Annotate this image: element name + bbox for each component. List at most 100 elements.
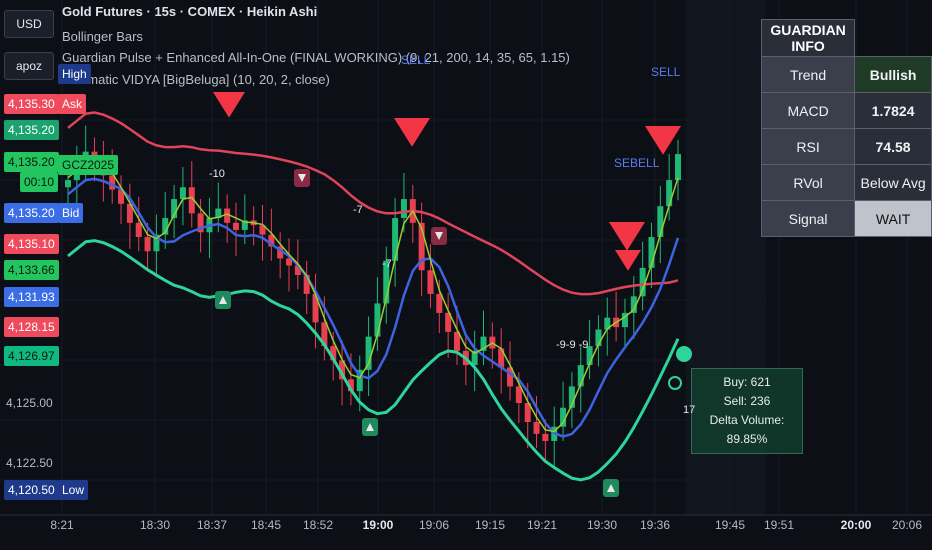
sell-signal-triangle (645, 126, 681, 155)
candle-body (65, 180, 71, 188)
candle-body (542, 433, 549, 441)
candle-body (188, 187, 195, 214)
x-tick-label: 18:52 (302, 518, 334, 532)
x-tick-label: 19:21 (526, 518, 558, 532)
sell-signal-triangle (615, 250, 641, 271)
ema-200-line (67, 111, 679, 296)
candle-body (286, 258, 293, 266)
table-row: Trend Bullish (760, 56, 932, 93)
sell-label-1: SELL (401, 53, 431, 67)
candle-body (524, 403, 531, 422)
x-tick-label: 19:36 (639, 518, 671, 532)
rsi-value: 74.58 (854, 128, 932, 165)
y-tick-2: 4,122.50 (6, 456, 53, 470)
ema-21-line (67, 177, 680, 438)
candle-body (595, 329, 602, 347)
x-tick-label: 18:45 (250, 518, 282, 532)
mode-button[interactable]: apoz (4, 52, 54, 80)
candle-body (294, 265, 301, 275)
candle-body (586, 346, 593, 366)
sell-signal-box (431, 227, 447, 245)
vidya-line (67, 239, 680, 482)
currency-button[interactable]: USD (4, 10, 54, 38)
y-tick-1: 4,125.00 (6, 396, 53, 410)
candle-body (374, 303, 381, 337)
candle-body (560, 407, 567, 427)
candle-body (153, 234, 160, 252)
candle-body (418, 222, 425, 271)
candle-body (179, 187, 186, 200)
candle-body (224, 208, 231, 223)
candle-body (303, 274, 310, 294)
candle-body (126, 203, 133, 223)
low-label: Low (58, 480, 89, 500)
x-tick-label: 19:51 (763, 518, 795, 532)
indicator-guardian[interactable]: Guardian Pulse + Enhanced All-In-One (FI… (62, 50, 570, 65)
candle-body (480, 336, 487, 351)
sell-volume: Sell: 236 (723, 394, 771, 408)
candle-body (577, 365, 584, 387)
price-label-3: 4,135.20 (4, 152, 59, 172)
price-label-2: 4,135.20 (4, 120, 59, 140)
x-tick-label: 19:45 (714, 518, 746, 532)
candle-body (356, 369, 363, 392)
candle-body (533, 422, 540, 434)
delta-volume: Delta Volume: 89.85% (709, 413, 785, 446)
x-tick-label: 19:15 (474, 518, 506, 532)
delta-annot-5: 17 (683, 404, 696, 416)
candle-body (498, 348, 505, 368)
indicator-vidya[interactable]: Volumatic VIDYA [BigBeluga] (10, 20, 2, … (62, 72, 330, 87)
candle-body (339, 360, 346, 380)
delta-annot-3: -7 (382, 258, 392, 270)
buy-signal-box (362, 418, 378, 436)
candle-body (445, 312, 452, 332)
guardian-info-table: GUARDIAN INFO Trend Bullish MACD 1.7824 RS… (760, 19, 932, 237)
candle-body (436, 293, 443, 313)
price-label-1: 4,135.30 (4, 94, 59, 114)
candle-body (321, 322, 328, 347)
x-tick-label: 18:37 (196, 518, 228, 532)
candle-body (144, 237, 151, 252)
delta-annot-4: -9-9 -9 (556, 339, 589, 351)
candle-body (330, 346, 337, 361)
candle-body (383, 260, 390, 304)
price-label-10: 4,126.97 (4, 346, 59, 366)
candle-body (621, 312, 628, 328)
x-tick-label: 19:30 (586, 518, 618, 532)
price-label-9: 4,128.15 (4, 317, 59, 337)
price-label-low: 4,120.50 (4, 480, 59, 500)
candle-body (630, 296, 637, 313)
candle-body (471, 350, 478, 366)
candle-body (109, 175, 116, 190)
candle-body (639, 267, 646, 297)
indicator-bollinger[interactable]: Bollinger Bars (62, 29, 143, 44)
table-row: MACD 1.7824 (760, 92, 932, 129)
candle-body (657, 206, 664, 238)
bid-label: Bid (58, 203, 84, 223)
price-label-7: 4,133.66 (4, 260, 59, 280)
sell-signal-triangle (394, 118, 430, 147)
buy-signal-box (603, 479, 619, 497)
trend-value: Bullish (854, 56, 932, 93)
candle-body (427, 270, 434, 294)
table-row: Signal WAIT (760, 200, 932, 237)
delta-volume-box: Buy: 621 Sell: 236 Delta Volume: 89.85% (691, 368, 803, 454)
candle-body (453, 331, 460, 351)
candle-body (277, 246, 284, 259)
signal-value: WAIT (854, 200, 932, 237)
buy-signal-box (215, 291, 231, 309)
buy-volume: Buy: 621 (723, 375, 771, 389)
candle-body (400, 199, 407, 219)
candle-body (515, 386, 522, 404)
candle-body (232, 222, 239, 230)
sell-signal-triangle (213, 92, 245, 118)
macd-value: 1.7824 (854, 92, 932, 129)
candle-body (162, 218, 169, 235)
price-label-6: 4,135.10 (4, 234, 59, 254)
high-label: High (58, 64, 91, 84)
candle-body (197, 213, 204, 233)
vidya-star-marker (676, 346, 692, 362)
rvol-value: Below Avg (854, 164, 932, 201)
sebell-label: SEBELL (614, 156, 660, 170)
